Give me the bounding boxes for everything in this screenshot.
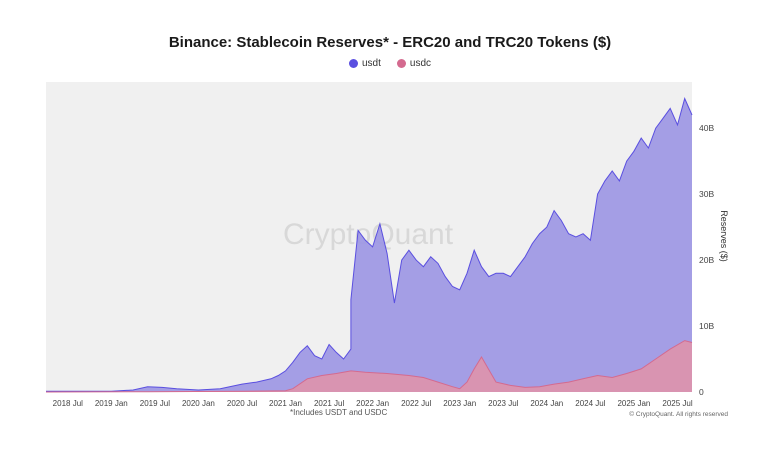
line-usdt	[46, 97, 693, 392]
x-tick-label: 2020 Jan	[182, 399, 215, 408]
x-tick-label: 2019 Jul	[140, 399, 170, 408]
x-tick-label: 2019 Jan	[95, 399, 128, 408]
copyright: © CryptoQuant. All rights reserved	[629, 411, 728, 418]
x-tick-label: 2021 Jan	[269, 399, 302, 408]
y-tick-label: 40B	[699, 123, 714, 133]
legend-item-usdc[interactable]: usdc	[396, 58, 432, 69]
series-usdc	[45, 340, 693, 393]
x-tick-label: 2021 Jul	[314, 399, 344, 408]
x-tick-label: 2025 Jul	[662, 399, 692, 408]
x-tick-label: 2020 Jul	[227, 399, 257, 408]
y-tick-label: 0	[699, 387, 704, 397]
y-tick-label: 10B	[699, 321, 714, 331]
legend-dot-usdt	[348, 59, 358, 68]
y-axis: 0 10B 20B 30B 40B	[699, 123, 714, 397]
series-usdt	[46, 97, 693, 392]
y-tick-label: 30B	[699, 189, 714, 199]
legend: usdt usdc	[0, 58, 780, 69]
legend-label-usdc: usdc	[409, 58, 432, 69]
series-layer	[45, 97, 693, 393]
area-usdt	[46, 98, 692, 392]
chart-title: Binance: Stablecoin Reserves* - ERC20 an…	[168, 34, 612, 51]
x-tick-label: 2024 Jul	[575, 399, 605, 408]
line-usdc	[45, 340, 693, 393]
y-tick-label: 20B	[699, 255, 714, 265]
legend-item-usdt[interactable]: usdt	[348, 58, 381, 69]
x-tick-label: 2024 Jan	[530, 399, 563, 408]
x-tick-label: 2018 Jul	[53, 399, 83, 408]
x-tick-label: 2023 Jan	[443, 399, 476, 408]
legend-label-usdt: usdt	[361, 58, 381, 69]
x-tick-label: 2025 Jan	[617, 399, 650, 408]
area-usdc	[46, 340, 692, 392]
x-tick-label: 2022 Jan	[356, 399, 389, 408]
x-tick-label: 2023 Jul	[488, 399, 518, 408]
footnote: *Includes USDT and USDC	[290, 408, 388, 417]
x-axis: 2018 Jul 2019 Jan 2019 Jul 2020 Jan 2020 Jul…	[53, 399, 693, 408]
x-tick-label: 2022 Jul	[401, 399, 431, 408]
y-axis-label: Reserves ($)	[719, 210, 729, 262]
legend-dot-usdc	[396, 59, 406, 68]
